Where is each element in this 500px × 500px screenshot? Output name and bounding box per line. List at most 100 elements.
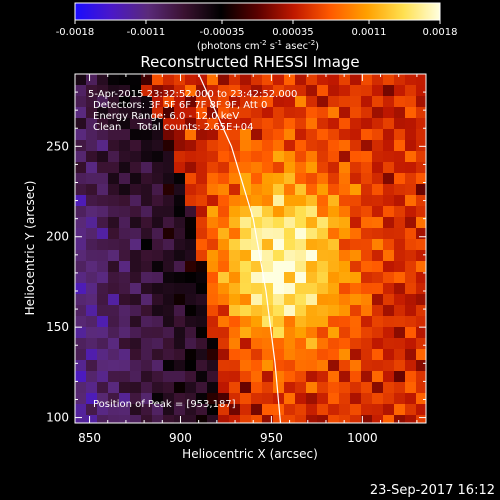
heatmap-cell xyxy=(372,162,384,174)
heatmap-cell xyxy=(119,96,131,108)
heatmap-cell xyxy=(251,85,263,97)
heatmap-cell xyxy=(207,140,219,152)
heatmap-cell xyxy=(251,272,263,284)
heatmap-cell xyxy=(350,360,362,372)
heatmap-cell xyxy=(328,283,340,295)
heatmap-cell xyxy=(328,118,340,130)
heatmap-cell xyxy=(361,349,373,361)
heatmap-cell xyxy=(75,118,87,130)
heatmap-cell xyxy=(372,129,384,141)
heatmap-cell xyxy=(361,151,373,163)
heatmap-cell xyxy=(372,250,384,262)
heatmap-cell xyxy=(130,404,142,416)
heatmap-cell xyxy=(405,107,417,119)
heatmap-cell xyxy=(97,283,109,295)
heatmap-cell xyxy=(416,162,426,174)
heatmap-cell xyxy=(405,206,417,218)
heatmap-cell xyxy=(262,74,274,86)
heatmap-cell xyxy=(240,85,252,97)
heatmap-cell xyxy=(185,239,197,251)
heatmap-cell xyxy=(75,162,87,174)
heatmap-cell xyxy=(416,382,426,394)
heatmap-cell xyxy=(339,162,351,174)
heatmap-cell xyxy=(295,184,307,196)
heatmap-cell xyxy=(394,272,406,284)
heatmap-cell xyxy=(405,261,417,273)
heatmap-cell xyxy=(86,382,98,394)
info-time-range: 5-Apr-2015 23:32:52.000 to 23:42:52.000 xyxy=(88,89,297,100)
heatmap-cell xyxy=(229,239,241,251)
heatmap-cell xyxy=(141,195,153,207)
heatmap-cell xyxy=(339,316,351,328)
heatmap-cell xyxy=(174,404,186,416)
heatmap-cell xyxy=(251,195,263,207)
heatmap-cell xyxy=(394,129,406,141)
heatmap-cell xyxy=(218,360,230,372)
heatmap-cell xyxy=(86,162,98,174)
heatmap-cell xyxy=(317,404,329,416)
heatmap-cell xyxy=(141,250,153,262)
heatmap-cell xyxy=(416,239,426,251)
heatmap-cell xyxy=(130,338,142,350)
heatmap-cell xyxy=(152,129,164,141)
heatmap-cell xyxy=(196,404,208,416)
heatmap-cell xyxy=(174,261,186,273)
heatmap-cell xyxy=(185,228,197,240)
heatmap-cell xyxy=(229,206,241,218)
heatmap-cell xyxy=(416,96,426,108)
heatmap-cell xyxy=(152,118,164,130)
heatmap-cell xyxy=(196,382,208,394)
heatmap-cell xyxy=(185,96,197,108)
heatmap-cell xyxy=(97,393,109,405)
heatmap-cell xyxy=(339,382,351,394)
heatmap-cell xyxy=(207,96,219,108)
heatmap-cell xyxy=(152,283,164,295)
heatmap-cell xyxy=(394,151,406,163)
heatmap-cell xyxy=(405,382,417,394)
heatmap-cell xyxy=(339,272,351,284)
heatmap-cell xyxy=(108,338,120,350)
heatmap-cell xyxy=(251,250,263,262)
heatmap-cell xyxy=(207,349,219,361)
heatmap-cell xyxy=(383,173,395,185)
heatmap-cell xyxy=(196,250,208,262)
heatmap-cell xyxy=(306,173,318,185)
heatmap-cell xyxy=(130,283,142,295)
heatmap-cell xyxy=(394,327,406,339)
heatmap-cell xyxy=(383,371,395,383)
heatmap-cell xyxy=(284,85,296,97)
heatmap-cell xyxy=(339,371,351,383)
heatmap-cell xyxy=(273,382,285,394)
heatmap-cell xyxy=(350,74,362,86)
heatmap-cell xyxy=(416,85,426,97)
heatmap-cell xyxy=(361,162,373,174)
heatmap-cell xyxy=(251,404,263,416)
heatmap-cell xyxy=(361,371,373,383)
heatmap-cell xyxy=(251,107,263,119)
heatmap-cell xyxy=(339,173,351,185)
heatmap-cell xyxy=(152,173,164,185)
heatmap-cell xyxy=(416,338,426,350)
heatmap-cell xyxy=(75,327,87,339)
heatmap-cell xyxy=(273,217,285,229)
heatmap-cell xyxy=(372,360,384,372)
heatmap-cell xyxy=(306,74,318,86)
heatmap-cell xyxy=(163,261,175,273)
colorbar-tick-label: 0.00035 xyxy=(272,27,313,38)
heatmap-cell xyxy=(262,382,274,394)
heatmap-cell xyxy=(405,217,417,229)
heatmap-cell xyxy=(251,206,263,218)
heatmap-cell xyxy=(119,239,131,251)
heatmap-cell xyxy=(141,151,153,163)
heatmap-cell xyxy=(86,74,98,86)
heatmap-cell xyxy=(108,316,120,328)
heatmap-cell xyxy=(317,338,329,350)
heatmap-cell xyxy=(394,195,406,207)
heatmap-cell xyxy=(240,250,252,262)
heatmap-cell xyxy=(405,96,417,108)
heatmap-cell xyxy=(86,393,98,405)
heatmap-cell xyxy=(207,195,219,207)
heatmap-cell xyxy=(361,415,373,423)
heatmap-cell xyxy=(328,140,340,152)
heatmap-cell xyxy=(306,404,318,416)
